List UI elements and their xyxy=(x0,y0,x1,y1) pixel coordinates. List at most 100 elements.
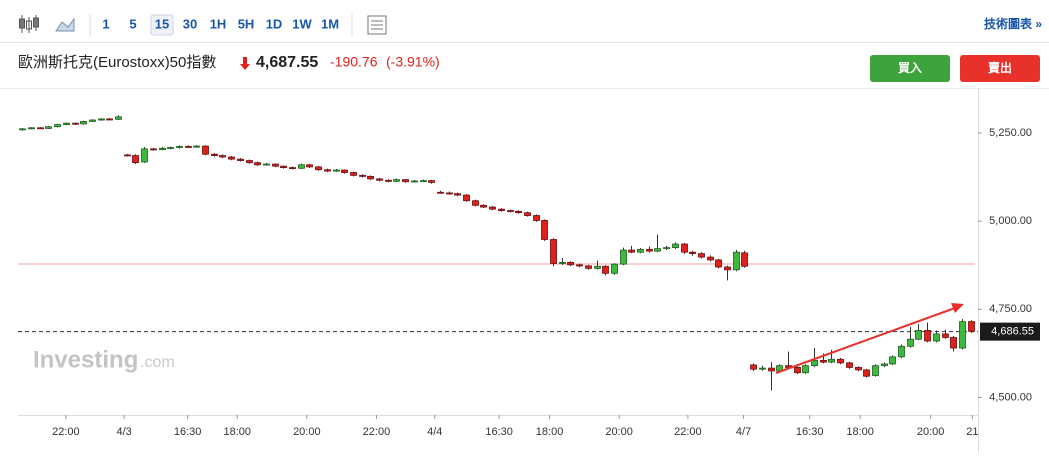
layout-icon[interactable] xyxy=(367,15,387,35)
x-tick-label: 22:00 xyxy=(363,426,391,438)
candle-body xyxy=(576,264,583,267)
technical-chart-link[interactable]: 技術圖表 » xyxy=(984,16,1042,31)
candle-body xyxy=(306,164,313,168)
interval-button[interactable]: 5H xyxy=(238,16,255,31)
x-tick-label: 20:00 xyxy=(917,426,945,438)
candle-body xyxy=(420,180,427,183)
last-price-tag xyxy=(980,322,1040,341)
candle-body xyxy=(393,179,400,182)
sell-button[interactable] xyxy=(960,55,1040,82)
candle-body xyxy=(402,179,409,183)
candle-body xyxy=(193,145,200,148)
candle-body xyxy=(881,363,888,367)
interval-button[interactable]: 1H xyxy=(210,16,227,31)
y-tick-label: 4,500.00 xyxy=(989,391,1032,403)
candle-body xyxy=(689,251,696,254)
candle-body xyxy=(19,128,26,131)
candle-body xyxy=(515,210,522,214)
candle-body xyxy=(254,162,261,166)
candle-body xyxy=(45,126,52,129)
watermark-suffix: .com xyxy=(140,354,175,371)
candle-body xyxy=(585,265,592,269)
candle-icon[interactable] xyxy=(19,15,39,33)
candle-body xyxy=(820,359,827,363)
interval-button[interactable]: 15 xyxy=(155,16,169,31)
sell-label[interactable]: 賣出 xyxy=(987,60,1012,75)
candle-body xyxy=(567,261,574,266)
candle-body xyxy=(907,338,914,347)
candle-body xyxy=(446,192,453,195)
candle-body xyxy=(750,364,757,370)
candle-body xyxy=(237,158,244,161)
interval-button[interactable]: 1D xyxy=(266,16,283,31)
candle-body xyxy=(594,265,601,269)
buy-button[interactable] xyxy=(870,55,950,82)
x-tick-label: 22:00 xyxy=(674,426,702,438)
candle-body xyxy=(132,155,139,164)
candle-body xyxy=(733,251,740,271)
interval-button[interactable]: 1W xyxy=(292,16,312,31)
candle-body xyxy=(863,369,870,377)
toolbar: 技術圖表 » xyxy=(19,14,1042,36)
candle-body xyxy=(681,243,688,253)
candle-body xyxy=(837,358,844,364)
candle-body xyxy=(437,191,444,194)
candle-body xyxy=(228,156,235,160)
candle-body xyxy=(106,118,113,121)
price: 4,687.55 xyxy=(256,54,318,71)
candle-body xyxy=(367,176,374,180)
candle-body xyxy=(602,265,609,274)
buy-label[interactable]: 買入 xyxy=(898,61,922,75)
candle-body xyxy=(498,208,505,211)
instrument-name: 歐洲斯托克(Eurostoxx)50指數 xyxy=(18,54,216,71)
candle-body xyxy=(37,127,44,130)
candle-body xyxy=(324,169,331,172)
x-tick-label: 16:30 xyxy=(485,426,513,438)
candle-body xyxy=(376,178,383,181)
candle-body xyxy=(202,145,209,155)
candle-body xyxy=(72,122,79,125)
candle-body xyxy=(889,356,896,365)
interval-button[interactable]: 1 xyxy=(102,16,109,31)
candle-body xyxy=(315,166,322,171)
candle-body xyxy=(855,367,862,371)
candle-body xyxy=(654,248,661,252)
candle-body xyxy=(454,193,461,196)
candle-body xyxy=(924,330,931,342)
x-tick-label: 20:00 xyxy=(605,426,633,438)
candle-body xyxy=(359,174,366,177)
candle-body xyxy=(507,210,514,212)
trend-arrow xyxy=(775,307,956,374)
candle-body xyxy=(472,200,479,206)
interval-button[interactable]: 30 xyxy=(183,16,197,31)
candle-body xyxy=(80,121,87,125)
candle-body xyxy=(559,261,566,264)
candle-body xyxy=(428,180,435,183)
y-tick-label: 5,250.00 xyxy=(989,127,1032,139)
candle-body xyxy=(646,248,653,252)
candle-body xyxy=(811,359,818,367)
candle-body xyxy=(872,365,879,376)
candle-body xyxy=(802,365,809,374)
candle-body xyxy=(637,248,644,253)
candle-body xyxy=(411,180,418,183)
candle-body xyxy=(698,253,705,258)
interval-button[interactable]: 5 xyxy=(129,16,136,31)
candle-body xyxy=(463,194,470,202)
candle-body xyxy=(480,204,487,208)
candle-body xyxy=(115,116,122,120)
candle-body xyxy=(211,153,218,157)
y-tick-label: 5,000.00 xyxy=(989,215,1032,227)
area-icon[interactable] xyxy=(55,17,75,32)
candle-body xyxy=(176,146,183,148)
candle-body xyxy=(550,239,557,264)
candle-body xyxy=(950,337,957,349)
interval-button[interactable]: 1M xyxy=(321,16,339,31)
x-tick-label: 16:30 xyxy=(174,426,202,438)
candle-body xyxy=(272,163,279,167)
candle-body xyxy=(663,247,670,250)
x-tick-label: 4/7 xyxy=(736,426,751,438)
x-tick-label: 18:00 xyxy=(846,426,874,438)
candle-body xyxy=(185,146,192,148)
